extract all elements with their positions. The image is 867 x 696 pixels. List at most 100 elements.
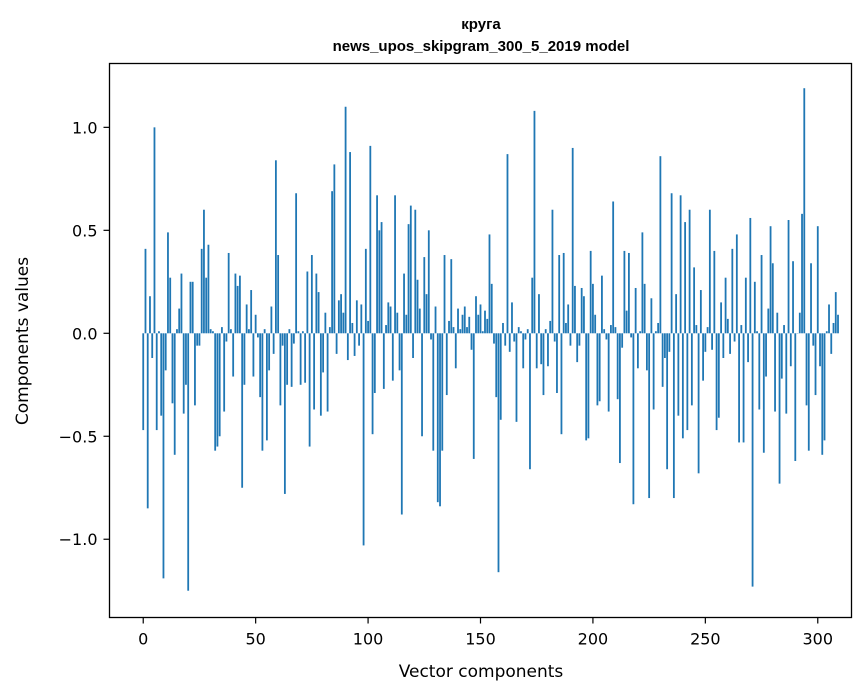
bar-component-29	[207, 244, 210, 334]
bar-component-159	[499, 333, 502, 420]
bar-component-183	[553, 333, 556, 342]
bar-component-233	[666, 333, 669, 470]
bar-component-46	[245, 304, 248, 334]
bar-component-87	[337, 300, 340, 334]
bar-component-27	[203, 209, 205, 334]
bar-component-64	[286, 333, 289, 385]
bar-component-5	[153, 127, 156, 334]
bar-component-116	[403, 273, 405, 334]
bar-component-175	[535, 333, 538, 369]
bar-component-204	[601, 275, 603, 334]
bar-component-298	[812, 333, 815, 346]
bar-component-161	[504, 333, 507, 346]
bar-component-51	[257, 333, 259, 338]
bar-component-157	[495, 333, 498, 398]
bar-component-302	[821, 333, 824, 455]
bar-component-160	[502, 322, 504, 334]
bar-component-80	[322, 333, 325, 373]
bar-component-88	[340, 294, 342, 334]
bar-component-163	[508, 333, 511, 352]
bar-component-211	[616, 333, 619, 400]
bar-component-268	[744, 277, 747, 334]
bar-component-118	[407, 224, 410, 334]
bar-component-10	[164, 333, 167, 371]
bar-component-112	[394, 195, 396, 334]
bar-component-166	[515, 333, 518, 422]
bar-component-296	[807, 333, 810, 451]
bar-component-128	[430, 333, 432, 340]
bar-component-62	[281, 333, 284, 346]
bar-component-44	[241, 333, 244, 488]
bar-component-77	[315, 273, 318, 334]
bar-component-303	[823, 333, 826, 441]
bar-component-272	[753, 281, 756, 334]
bar-component-122	[416, 279, 419, 334]
bar-component-75	[310, 255, 313, 334]
bar-component-7	[158, 331, 160, 334]
bar-component-229	[657, 322, 660, 334]
bar-component-53	[261, 333, 264, 451]
x-tick-label: 50	[245, 630, 265, 649]
bar-component-248	[699, 290, 702, 334]
bar-component-154	[488, 234, 491, 334]
bar-component-220	[636, 333, 639, 369]
bar-component-86	[335, 333, 338, 354]
bar-component-201	[594, 314, 597, 334]
bar-component-242	[686, 333, 689, 431]
bar-component-45	[243, 333, 246, 385]
bar-component-4	[151, 333, 154, 358]
bar-component-286	[785, 333, 788, 414]
bar-component-101	[369, 145, 372, 334]
bar-component-197	[585, 333, 588, 441]
bar-component-156	[493, 333, 495, 344]
x-tick-label: 0	[138, 630, 148, 649]
bar-component-249	[702, 333, 704, 381]
bar-component-107	[382, 333, 385, 389]
bar-component-207	[607, 333, 610, 412]
y-tick-label: 0.5	[72, 221, 97, 240]
bar-component-176	[538, 294, 540, 334]
bar-component-78	[317, 292, 320, 334]
bar-component-174	[533, 110, 536, 334]
x-tick-label: 100	[353, 630, 384, 649]
bar-component-50	[254, 314, 257, 334]
bar-component-111	[391, 333, 394, 381]
bar-component-167	[517, 327, 520, 334]
bar-component-22	[191, 281, 194, 334]
bar-component-227	[652, 333, 655, 410]
bar-component-113	[396, 312, 399, 334]
bar-component-216	[628, 252, 630, 334]
y-tick-label: −1.0	[59, 530, 98, 549]
bar-component-125	[423, 257, 426, 334]
bar-component-148	[475, 296, 477, 334]
bar-component-12	[169, 277, 172, 334]
bar-component-25	[198, 333, 201, 346]
bar-component-13	[171, 333, 174, 404]
bar-component-269	[747, 333, 749, 363]
y-axis-label: Components values	[13, 257, 33, 425]
bar-component-23	[194, 333, 196, 406]
bar-component-214	[623, 250, 626, 334]
bars-group	[142, 88, 839, 591]
bar-component-150	[479, 304, 482, 334]
bar-component-85	[333, 164, 336, 334]
bar-component-141	[459, 329, 462, 334]
bar-component-165	[513, 333, 516, 342]
bar-component-281	[774, 333, 776, 412]
bar-component-258	[722, 333, 725, 358]
bar-component-260	[726, 318, 729, 334]
bar-component-219	[634, 287, 637, 334]
bar-component-212	[619, 333, 621, 464]
bar-component-294	[803, 88, 806, 334]
bar-component-307	[832, 322, 835, 334]
bar-component-264	[735, 234, 738, 334]
bar-component-261	[729, 333, 731, 354]
bar-component-217	[630, 333, 633, 338]
bar-component-223	[643, 283, 646, 334]
bar-component-95	[355, 300, 358, 334]
bar-component-295	[805, 333, 808, 406]
bar-component-277	[765, 333, 767, 377]
bar-component-149	[477, 314, 480, 334]
bar-component-306	[830, 333, 833, 354]
bar-component-117	[405, 314, 408, 334]
